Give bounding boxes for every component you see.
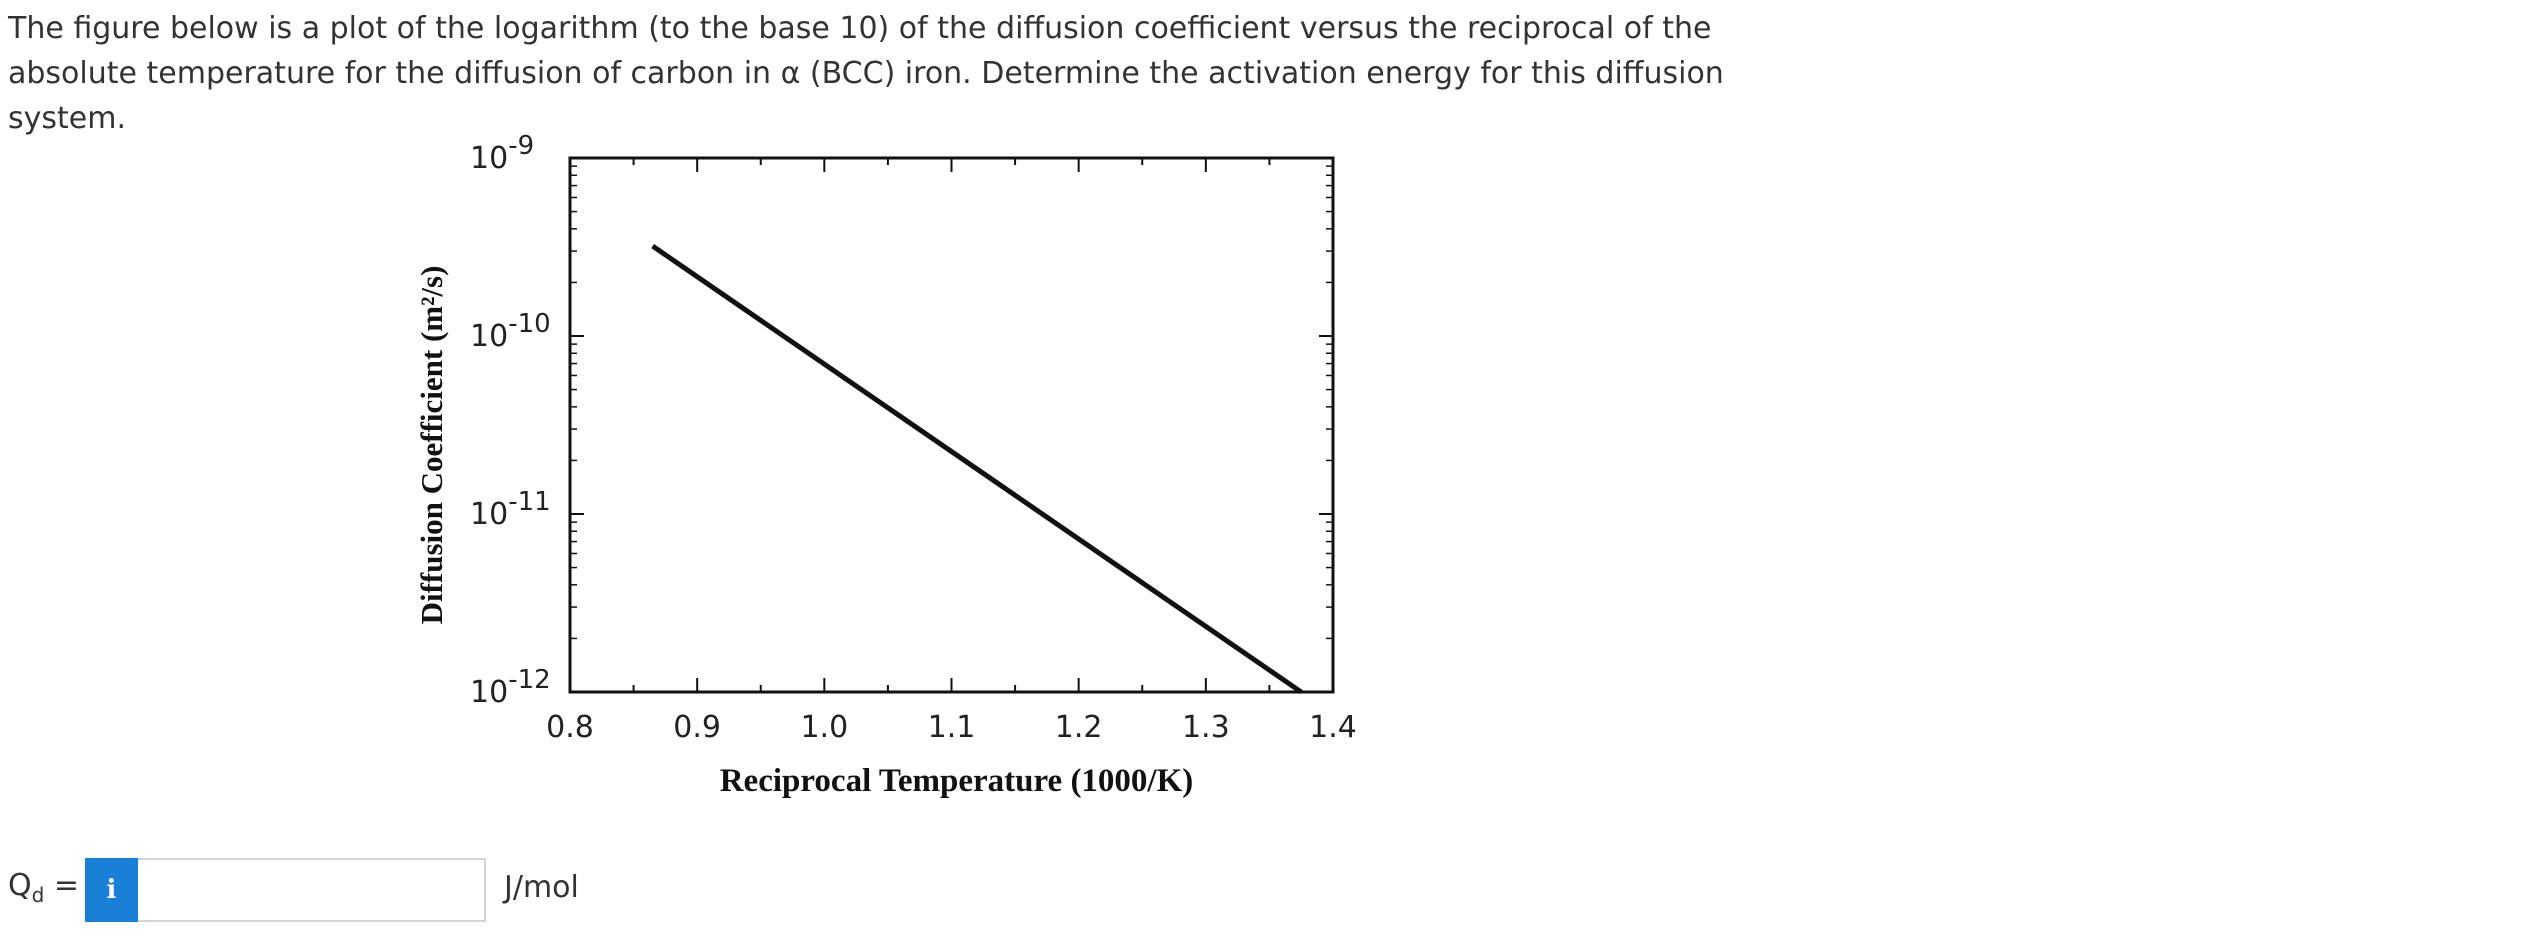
data-line bbox=[651, 244, 1303, 695]
y-tick-label: 10-11 bbox=[470, 487, 551, 532]
x-tick-label: 0.9 bbox=[673, 710, 721, 745]
info-button[interactable]: i bbox=[85, 858, 138, 922]
chart-axes bbox=[568, 156, 1335, 694]
qd-label-sub: d bbox=[31, 883, 45, 907]
y-tick-label: 10-12 bbox=[470, 665, 551, 710]
y-axis-title: Diffusion Coefficient (m²/s) bbox=[414, 266, 449, 625]
unit-label: J/mol bbox=[504, 870, 579, 905]
qd-label-main: Q bbox=[8, 868, 32, 903]
x-tick-label: 0.8 bbox=[546, 710, 594, 745]
qd-label-eq: = bbox=[44, 868, 80, 903]
info-icon: i bbox=[106, 875, 117, 905]
x-tick-label: 1.4 bbox=[1309, 710, 1357, 745]
y-tick-label: 10-9 bbox=[470, 131, 534, 176]
y-tick-label: 10-10 bbox=[470, 309, 551, 354]
chart-labels: 0.8 0.9 1.0 1.1 1.2 1.3 1.4 10-9 10-10 10-11 10-12… bbox=[414, 131, 1357, 799]
activation-energy-input[interactable] bbox=[138, 858, 486, 922]
qd-label: Qd = bbox=[8, 868, 79, 907]
plot-frame bbox=[568, 156, 1335, 694]
x-tick-label: 1.1 bbox=[928, 710, 976, 745]
chart-series bbox=[651, 244, 1303, 695]
x-tick-label: 1.0 bbox=[800, 710, 848, 745]
question-text: The figure below is a plot of the logari… bbox=[8, 11, 1724, 136]
x-tick-label: 1.3 bbox=[1182, 710, 1230, 745]
x-axis-title: Reciprocal Temperature (1000/K) bbox=[720, 763, 1194, 799]
x-tick-label: 1.2 bbox=[1055, 710, 1103, 745]
